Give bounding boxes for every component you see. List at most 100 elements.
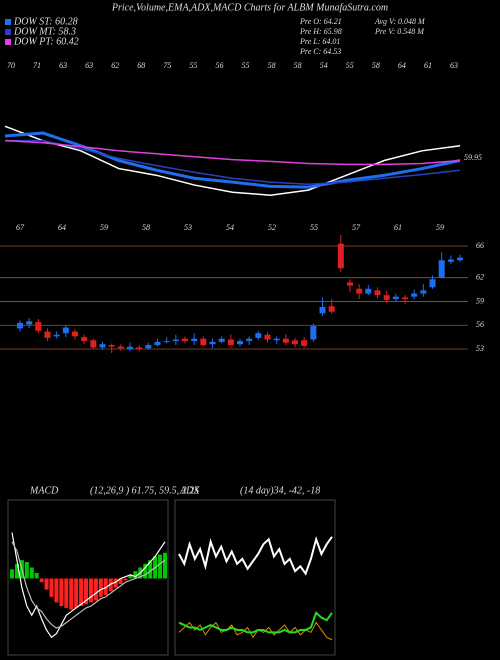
- candle-body: [292, 340, 298, 345]
- histogram-bar: [10, 569, 14, 579]
- page-title: Price,Volume,EMA,ADX,MACD Charts for ALB…: [111, 2, 388, 13]
- y-tick-label: 66: [476, 241, 484, 250]
- avg-volume: Avg V: 0.048 M: [374, 17, 426, 26]
- histogram-bar: [103, 578, 108, 596]
- histogram-bar: [123, 578, 128, 581]
- x-label: 58: [294, 61, 302, 70]
- candle-body: [337, 243, 344, 269]
- x-label: 61: [394, 223, 402, 232]
- histogram-bar: [84, 578, 89, 605]
- histogram-bar: [118, 578, 123, 585]
- histogram-bar: [59, 578, 64, 607]
- candle-body: [447, 259, 454, 262]
- candle-body: [191, 338, 198, 342]
- candle-body: [264, 334, 271, 340]
- candle-body: [127, 346, 133, 350]
- macd-line: [11, 541, 166, 629]
- x-label: 62: [111, 61, 119, 70]
- histogram-bar: [74, 578, 79, 608]
- candle-body: [218, 338, 225, 342]
- ema-line: [5, 139, 461, 185]
- candle-body: [383, 295, 390, 300]
- candle-body: [310, 326, 317, 340]
- candle-body: [356, 288, 363, 294]
- histogram-bar: [163, 552, 167, 579]
- legend-label: DOW MT: 58.3: [13, 26, 76, 37]
- histogram-bar: [128, 574, 133, 579]
- x-label: 55: [310, 223, 318, 232]
- candle-body: [392, 296, 399, 300]
- histogram-bar: [98, 578, 103, 597]
- candle-body: [81, 337, 88, 342]
- histogram-bar: [93, 578, 98, 601]
- candle-body: [246, 338, 253, 342]
- histogram-bar: [29, 567, 34, 579]
- candle-body: [209, 341, 216, 345]
- x-label: 63: [450, 61, 458, 70]
- candle-body: [273, 338, 280, 341]
- candle-body: [347, 282, 353, 286]
- candle-body: [62, 327, 69, 334]
- adx-subtitle: (14 day)34, -42, -18: [240, 485, 320, 496]
- y-tick-label: 53: [476, 344, 484, 353]
- x-label: 68: [137, 61, 145, 70]
- candle-body: [200, 338, 207, 346]
- y-tick-label: 62: [476, 273, 484, 282]
- histogram-bar: [49, 578, 54, 597]
- x-label: 52: [268, 223, 276, 232]
- x-label: 55: [346, 61, 354, 70]
- ema-line: [4, 125, 461, 196]
- x-label: 54: [226, 223, 234, 232]
- x-label: 58: [372, 61, 380, 70]
- x-label: 58: [142, 223, 150, 232]
- x-label: 71: [33, 61, 41, 70]
- x-label: 59: [100, 223, 108, 232]
- candle-body: [319, 307, 326, 314]
- candle-body: [227, 339, 234, 346]
- candle-body: [136, 347, 143, 350]
- x-label: 54: [320, 61, 328, 70]
- candle-body: [374, 290, 381, 296]
- candle-body: [117, 346, 124, 349]
- candle-body: [35, 322, 42, 331]
- candle-body: [255, 333, 262, 338]
- stat-low: Pre L: 64.01: [299, 37, 340, 46]
- x-label: 59: [436, 223, 444, 232]
- candle-body: [182, 338, 188, 342]
- adx-line: [178, 611, 333, 634]
- legend-label: DOW ST: 60.28: [13, 16, 78, 27]
- histogram-bar: [34, 572, 39, 579]
- stat-high: Pre H: 65.98: [299, 27, 342, 36]
- adx-frame: [174, 499, 336, 656]
- histogram-bar: [143, 563, 148, 579]
- x-label: 70: [7, 61, 15, 70]
- y-tick-label: 56: [476, 320, 484, 329]
- histogram-bar: [108, 578, 113, 592]
- histogram-bar: [44, 578, 49, 590]
- legend-swatch: [5, 19, 11, 25]
- histogram-bar: [148, 560, 153, 579]
- histogram-bar: [39, 578, 44, 583]
- stat-close: Pre C: 64.53: [299, 47, 341, 56]
- ema-line: [4, 139, 461, 166]
- y-tick-label: 59: [476, 296, 484, 305]
- x-label: 63: [85, 61, 93, 70]
- stat-open: Pre O: 64.21: [299, 17, 342, 26]
- adx-title: ADX: [179, 485, 200, 496]
- x-label: 61: [424, 61, 432, 70]
- legend-label: DOW PT: 60.42: [13, 36, 79, 47]
- legend-swatch: [5, 39, 11, 45]
- histogram-bar: [54, 578, 59, 603]
- candle-body: [411, 293, 418, 297]
- candle-body: [365, 288, 372, 294]
- macd-line: [11, 532, 166, 639]
- histogram-bar: [69, 578, 74, 610]
- candle-body: [172, 339, 179, 342]
- candle-body: [17, 322, 23, 329]
- legend-swatch: [5, 29, 11, 35]
- histogram-bar: [24, 561, 29, 579]
- ema-line: [4, 131, 461, 189]
- macd-title: MACD: [29, 485, 59, 496]
- candle-body: [402, 297, 408, 300]
